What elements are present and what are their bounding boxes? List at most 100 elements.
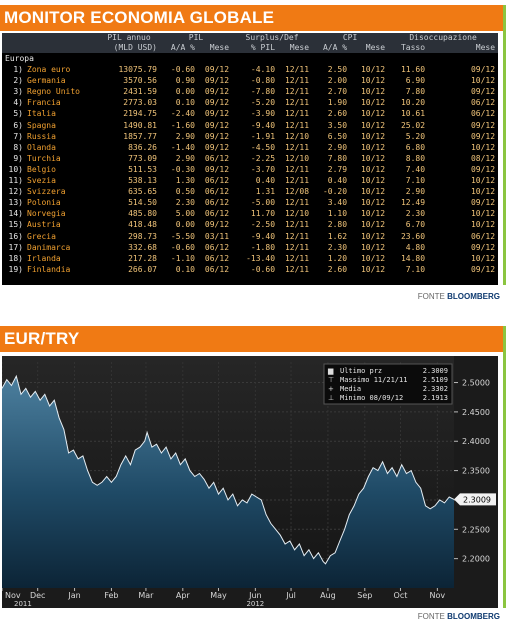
gdp-yoy: -0.60 (170, 242, 195, 252)
country-cell: 7) Russia (2, 131, 98, 142)
country-cell: 16) Grecia (2, 231, 98, 242)
table-row[interactable]: 3) Regno Unito 2431.59 0.00 09/12 -7.80 12/11 2… (2, 86, 498, 97)
country-name: Finlandia (27, 264, 71, 274)
table-row[interactable]: 11) Svezia 538.13 1.30 06/12 0.40 12/11 0.40 10/… (2, 175, 498, 186)
table-row[interactable]: 7) Russia 1857.77 2.90 09/12 -1.91 12/10 6.50 10… (2, 131, 498, 142)
unemployment-rate: 4.80 (405, 242, 426, 252)
table-row[interactable]: 15) Austria 418.48 0.00 09/12 -2.50 12/11 2.80 1… (2, 219, 498, 230)
unemployment-rate: 7.40 (405, 164, 426, 174)
deficit-month: 12/11 (284, 109, 310, 119)
table-row[interactable]: 16) Grecia 298.73 -5.50 03/11 -9.40 12/11 1.62 1… (2, 231, 498, 242)
country-cell: 12) Svizzera (2, 186, 98, 197)
row-index: 18) (8, 253, 23, 263)
x-tick-label: Sep (357, 591, 372, 600)
unemployment-rate: 5.20 (405, 131, 426, 141)
gdp-value: 3570.56 (123, 76, 157, 86)
deficit-month: 12/08 (284, 187, 310, 197)
source-brand: BLOOMBERG (447, 292, 500, 301)
cpi-yoy: 6.50 (327, 131, 348, 141)
gdp-month: 06/12 (204, 187, 230, 197)
deficit-pct: -7.80 (250, 87, 276, 97)
unemployment-month: 10/12 (470, 176, 496, 186)
cpi-yoy: 3.40 (327, 198, 348, 208)
cpi-yoy: 2.79 (327, 164, 348, 174)
unemployment-rate: 10.20 (400, 98, 426, 108)
legend-value: 2.3302 (423, 385, 448, 393)
unemployment-rate: 7.80 (405, 87, 426, 97)
deficit-month: 12/11 (284, 164, 310, 174)
cpi-yoy: 2.60 (327, 109, 348, 119)
cpi-yoy: 3.50 (327, 120, 348, 130)
gdp-value: 635.65 (128, 187, 157, 197)
gdp-value: 298.73 (128, 231, 157, 241)
unemployment-month: 06/12 (470, 98, 496, 108)
column-header-cell: (MLD USD) (98, 43, 160, 53)
country-name: Irlanda (27, 253, 61, 263)
unemployment-rate: 23.60 (400, 231, 426, 241)
gdp-yoy: -0.30 (170, 164, 195, 174)
table-row[interactable]: 10) Belgio 511.53 -0.30 09/12 -3.70 12/11 2.79 1… (2, 164, 498, 175)
deficit-month: 12/11 (284, 253, 310, 263)
country-name: Russia (27, 131, 56, 141)
table-row[interactable]: 12) Svizzera 635.65 0.50 06/12 1.31 12/08 -0.20… (2, 186, 498, 197)
cpi-yoy: 2.80 (327, 220, 348, 230)
row-index: 5) (13, 109, 23, 119)
x-tick-label: Nov (430, 591, 446, 600)
table-row[interactable]: 6) Spagna 1490.81 -1.60 09/12 -9.40 12/11 3.50 1… (2, 120, 498, 131)
x-tick-label: Mar (138, 591, 154, 600)
column-header-cell: Tasso (388, 43, 429, 53)
gdp-month: 06/12 (204, 253, 230, 263)
table-row[interactable]: 2) Germania 3570.56 0.90 09/12 -0.80 12/11 2.00… (2, 75, 498, 86)
source-brand: BLOOMBERG (447, 612, 500, 621)
table-row[interactable]: 9) Turchia 773.09 2.90 06/12 -2.25 12/10 7.80 10… (2, 153, 498, 164)
country-cell: 8) Olanda (2, 142, 98, 153)
source-prefix: FONTE (417, 612, 445, 621)
x-tick-label: Jan (67, 591, 80, 600)
country-name: Danimarca (27, 242, 71, 252)
unemployment-rate: 14.80 (400, 253, 426, 263)
table-row[interactable]: 14) Norvegia 485.80 5.00 06/12 11.70 12/10 1.10… (2, 208, 498, 219)
unemployment-month: 10/12 (470, 187, 496, 197)
y-tick-label: 2.2000 (462, 555, 490, 564)
cpi-month: 10/12 (360, 220, 386, 230)
cpi-yoy: 1.62 (327, 231, 348, 241)
y-tick-label: 2.2500 (462, 525, 490, 534)
table-row[interactable]: 17) Danimarca 332.68 -0.60 06/12 -1.80 12/11 2.… (2, 242, 498, 253)
table-row[interactable]: 18) Irlanda 217.28 -1.10 06/12 -13.40 12/11 1.2… (2, 253, 498, 264)
gdp-yoy: 0.90 (175, 76, 195, 86)
gdp-yoy: -1.40 (170, 142, 195, 152)
gdp-yoy: -1.60 (170, 120, 195, 130)
gdp-month: 09/12 (204, 164, 230, 174)
unemployment-month: 09/12 (470, 120, 496, 130)
cpi-month: 10/12 (360, 264, 386, 274)
gdp-value: 538.13 (128, 176, 157, 186)
gdp-value: 1490.81 (123, 120, 157, 130)
unemployment-rate: 25.02 (400, 120, 426, 130)
cpi-yoy: 2.60 (327, 264, 348, 274)
table-row[interactable]: 8) Olanda 836.26 -1.40 09/12 -4.50 12/11 2.90 10… (2, 142, 498, 153)
source-credit: FONTE BLOOMBERG (418, 292, 500, 301)
unemployment-month: 10/12 (470, 76, 496, 86)
cpi-month: 10/12 (360, 253, 386, 263)
table-row[interactable]: 4) Francia 2773.03 0.10 09/12 -5.20 12/11 1.90 1… (2, 97, 498, 108)
cpi-month: 10/12 (360, 65, 386, 75)
table-group-header: PIL annuo PIL Surplus/Def CPI Disoccupazione (2, 33, 498, 43)
cpi-month: 10/12 (360, 209, 386, 219)
cpi-yoy: 1.10 (327, 209, 348, 219)
table-row[interactable]: 19) Finlandia 266.07 0.10 06/12 -0.60 12/11 2.6… (2, 264, 498, 275)
x-tick-label: Dec (30, 591, 45, 600)
x-tick-sublabel: 2012 (246, 600, 264, 608)
deficit-month: 12/11 (284, 98, 310, 108)
country-cell: 15) Austria (2, 219, 98, 230)
x-tick-label: Aug (320, 591, 336, 600)
table-row[interactable]: 5) Italia 2194.75 -2.40 09/12 -3.90 12/11 2.60 1… (2, 108, 498, 119)
gdp-value: 2194.75 (123, 109, 157, 119)
cpi-yoy: 2.00 (327, 76, 348, 86)
table-row[interactable]: 1) Zona euro 13075.79 -0.60 09/12 -4.10 12/11 2… (2, 64, 498, 75)
gdp-month: 06/12 (204, 176, 230, 186)
deficit-month: 12/11 (284, 231, 310, 241)
country-cell: 17) Danimarca (2, 242, 98, 253)
cpi-yoy: 1.20 (327, 253, 348, 263)
table-row[interactable]: 13) Polonia 514.50 2.30 06/12 -5.00 12/11 3.40 1… (2, 197, 498, 208)
gdp-value: 418.48 (128, 220, 157, 230)
